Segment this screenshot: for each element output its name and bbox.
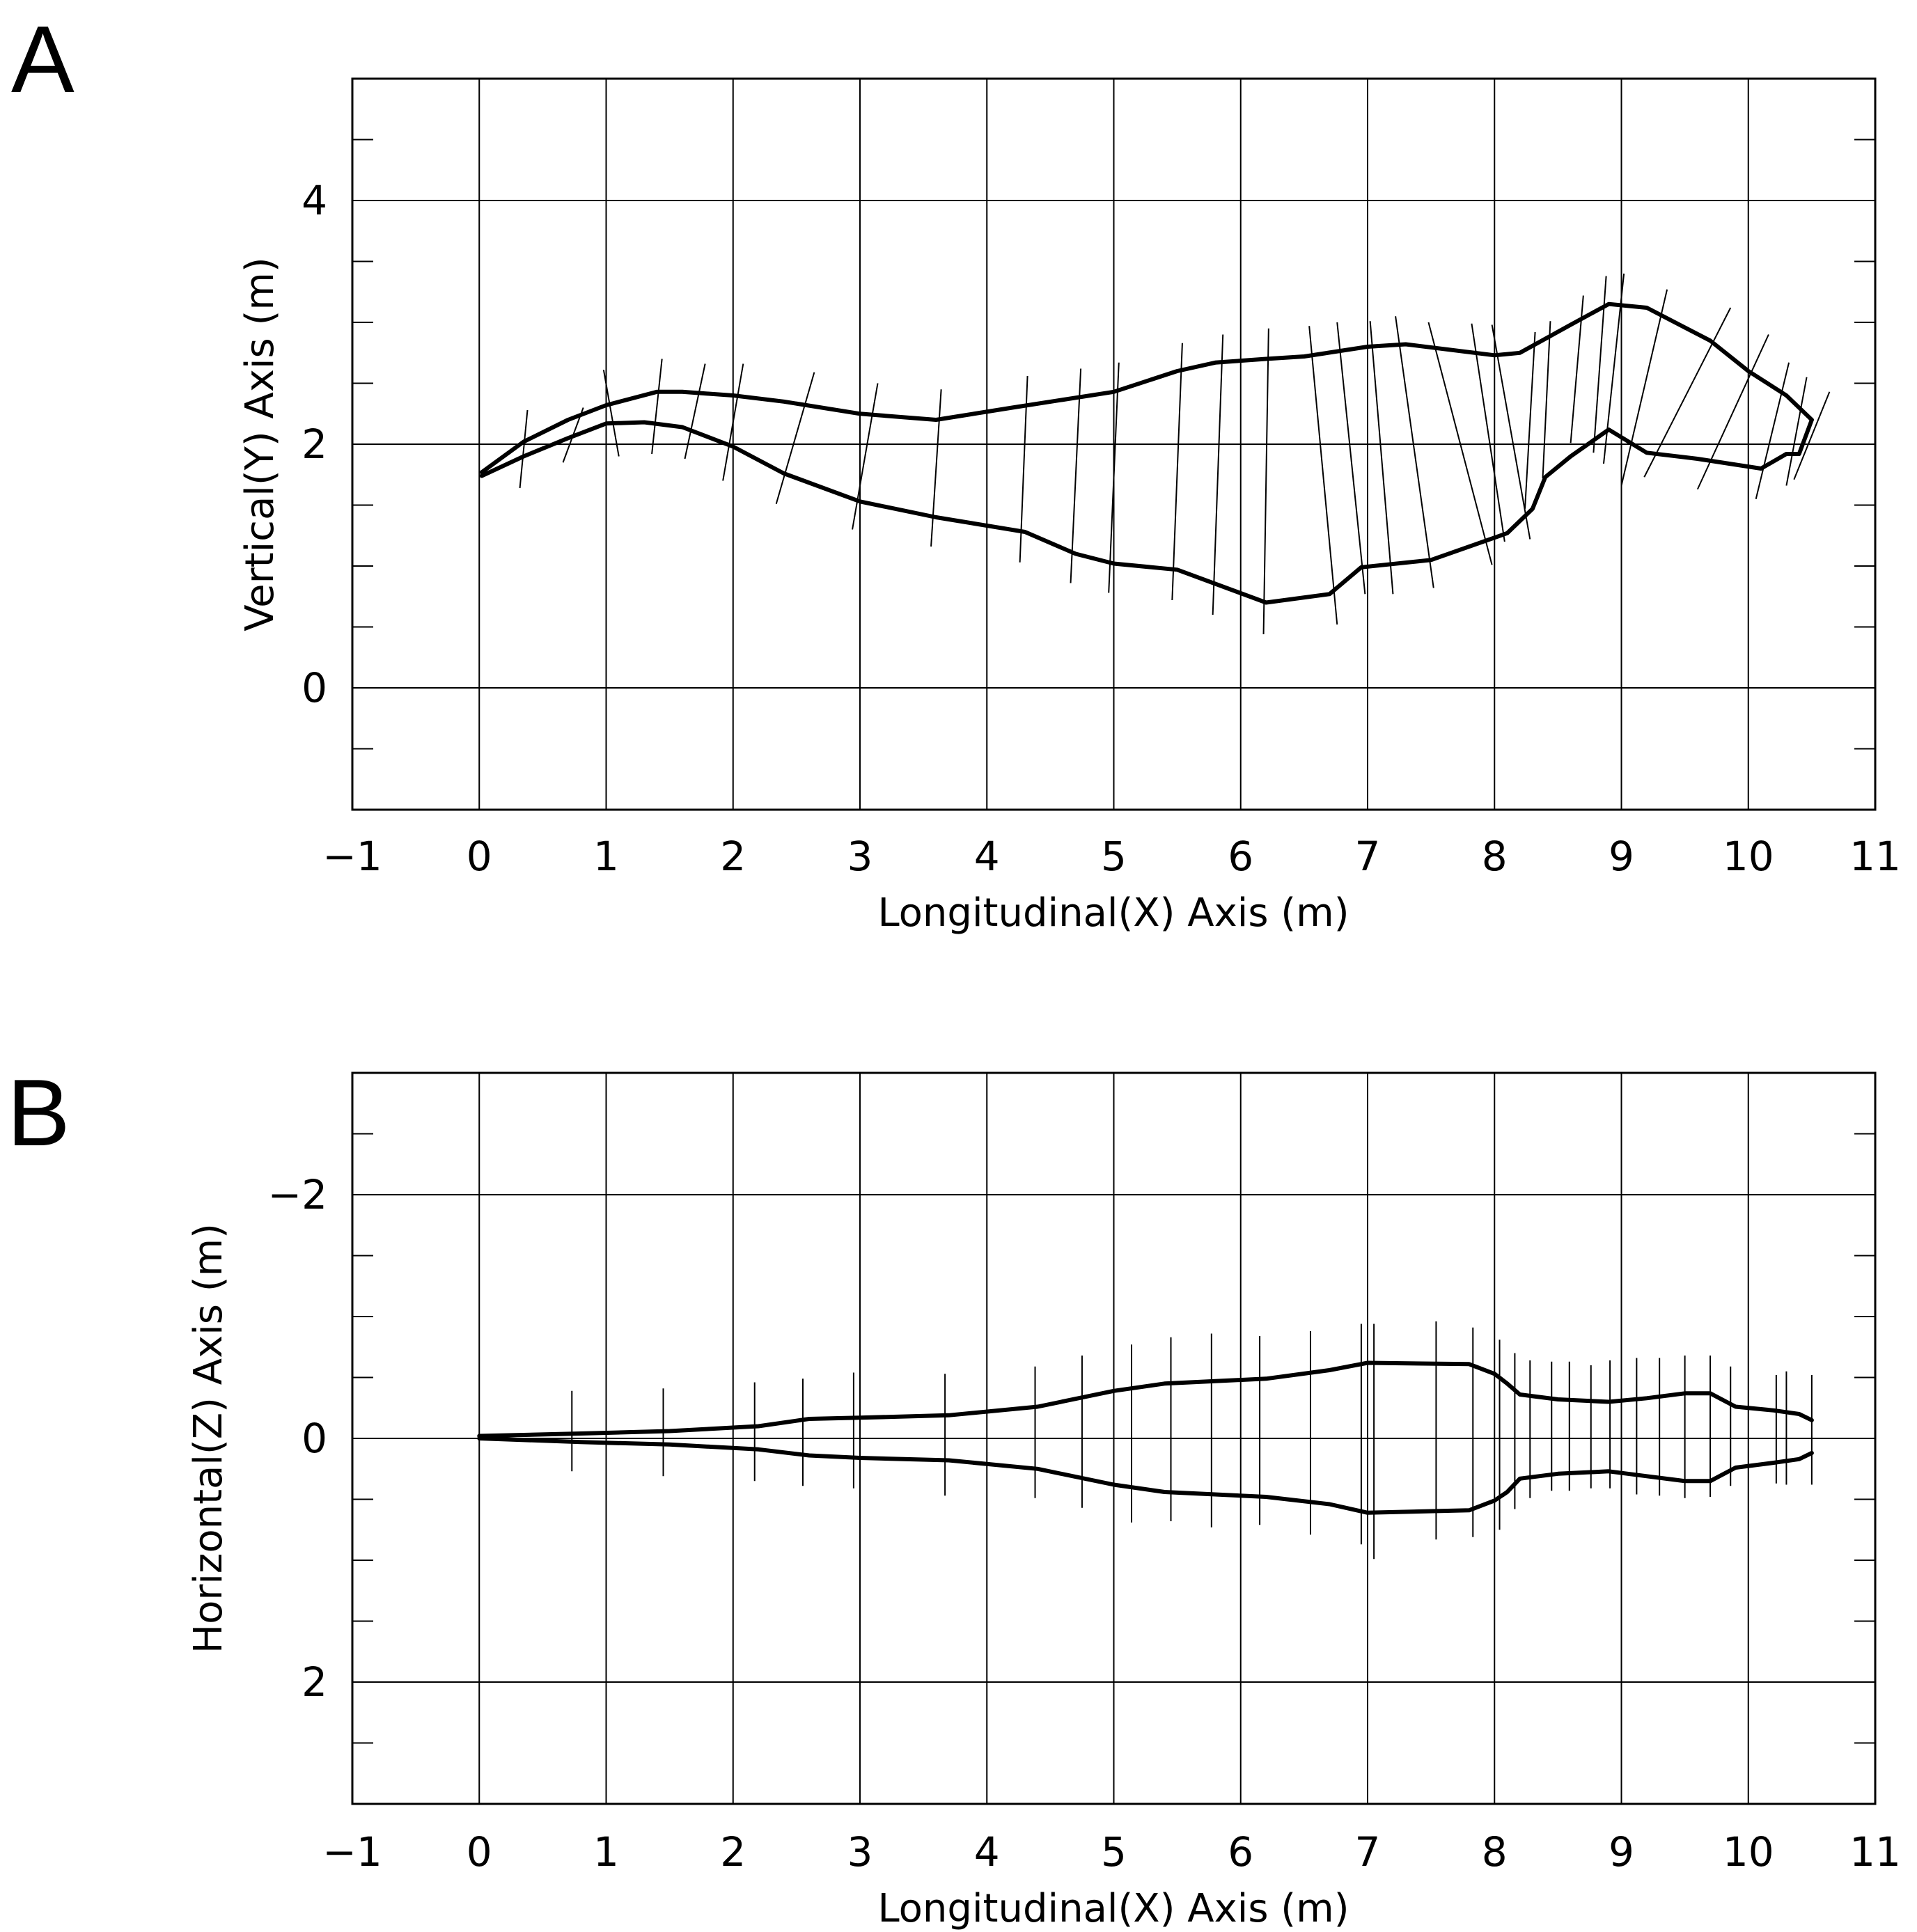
- panel-a: A −1 0 1 2 3 4 5 6 7 8 9 10 11 0 2 4 Longitudinal(X) A…: [11, 6, 1901, 936]
- panel-a-series-lower: [479, 418, 1814, 605]
- panel-b-series: [477, 1360, 1814, 1515]
- panel-b-x-tick-label: 7: [1355, 1828, 1381, 1876]
- panel-a-cross-line: [1427, 322, 1493, 565]
- panel-a-x-tick-label: 8: [1482, 833, 1508, 880]
- panel-a-cross-line: [1793, 391, 1831, 480]
- panel-a-cross-line: [519, 409, 529, 489]
- panel-a-x-tick-label: 11: [1849, 833, 1901, 880]
- panel-a-x-tick-label: −1: [322, 833, 382, 880]
- panel-a-y-tick-labels: 0 2 4: [302, 177, 327, 712]
- panel-b-x-tick-label: −1: [322, 1828, 382, 1876]
- panel-a-cross-line: [775, 372, 815, 505]
- panel-b-x-tick-label: 8: [1482, 1828, 1508, 1876]
- panel-a-x-tick-label: 5: [1101, 833, 1127, 880]
- panel-a-cross-line: [930, 389, 942, 547]
- panel-a-cross-line: [1212, 334, 1224, 615]
- panel-a-cross-line: [684, 363, 706, 460]
- panel-a-x-tick-label: 2: [720, 833, 746, 880]
- panel-a-series-upper: [479, 301, 1814, 475]
- panel-a-x-tick-label: 7: [1355, 833, 1381, 880]
- panel-a-cross-line: [1696, 334, 1769, 490]
- panel-a-x-tick-labels: −1 0 1 2 3 4 5 6 7 8 9 10 11: [322, 833, 1901, 880]
- panel-a-cross-line: [1643, 307, 1732, 478]
- panel-a-x-tick-label: 3: [847, 833, 873, 880]
- panel-a-cross-line: [1755, 362, 1790, 499]
- panel-a-letter: A: [11, 6, 75, 112]
- panel-a-cross-lines: [519, 273, 1831, 635]
- panel-b-y-axis-label: Horizontal(Z) Axis (m): [186, 1223, 231, 1654]
- panel-b-x-tick-label: 4: [974, 1828, 1000, 1876]
- panel-a-cross-line: [1620, 289, 1668, 486]
- panel-b-x-tick-label: 0: [467, 1828, 492, 1876]
- panel-a-cross-line: [651, 359, 663, 455]
- panel-b-x-tick-label: 5: [1101, 1828, 1127, 1876]
- panel-b-y-tick-label: −2: [268, 1171, 328, 1218]
- panel-a-x-tick-label: 10: [1723, 833, 1774, 880]
- panel-a-cross-line: [1471, 323, 1505, 542]
- panel-b-x-axis-label: Longitudinal(X) Axis (m): [877, 1886, 1349, 1931]
- panel-a-x-axis-label: Longitudinal(X) Axis (m): [877, 890, 1349, 936]
- panel-b-x-tick-label: 1: [593, 1828, 619, 1876]
- panel-a-frame: [351, 77, 1877, 811]
- panel-a-y-axis-label: Vertical(Y) Axis (m): [237, 257, 283, 631]
- panel-b-x-tick-labels: −1 0 1 2 3 4 5 6 7 8 9 10 11: [322, 1828, 1901, 1876]
- panel-b-y-tick-labels: −2 0 2: [268, 1171, 328, 1706]
- panel-a-cross-line: [1171, 343, 1183, 601]
- panel-b-x-tick-label: 9: [1609, 1828, 1634, 1876]
- panel-a-grid: [352, 79, 1875, 810]
- panel-b-x-tick-label: 3: [847, 1828, 873, 1876]
- panel-a-x-tick-label: 4: [974, 833, 1000, 880]
- panel-b-x-tick-label: 11: [1849, 1828, 1901, 1876]
- panel-a-cross-line: [1262, 328, 1269, 635]
- panel-b-cross-lines: [571, 1321, 1813, 1560]
- panel-a-y-tick-label: 2: [302, 421, 327, 468]
- panel-a-cross-line: [1369, 321, 1394, 595]
- panel-b: B −1 0 1 2 3 4 5 6 7 8 9 10 11 −2 0 2 Longitudinal(X) …: [7, 1060, 1901, 1931]
- panel-a-x-tick-label: 1: [593, 833, 619, 880]
- panel-a-cross-line: [1308, 326, 1338, 625]
- panel-a-cross-line: [722, 363, 744, 481]
- panel-b-letter: B: [7, 1060, 70, 1165]
- panel-a-cross-line: [852, 383, 879, 530]
- panel-a-series: [479, 301, 1814, 605]
- panel-b-series-upper: [477, 1360, 1814, 1438]
- panel-a-cross-line: [1785, 377, 1808, 486]
- panel-b-frame: [351, 1071, 1877, 1805]
- panel-a-y-tick-label: 4: [302, 177, 327, 224]
- panel-a-x-tick-label: 0: [467, 833, 492, 880]
- panel-a-cross-line: [1395, 316, 1434, 588]
- panel-a-cross-line: [1108, 362, 1120, 593]
- panel-a-cross-line: [1336, 322, 1366, 595]
- panel-b-series-lower: [477, 1436, 1814, 1515]
- panel-b-y-tick-label: 0: [302, 1415, 327, 1462]
- panel-b-x-tick-label: 6: [1228, 1828, 1253, 1876]
- panel-a-x-tick-label: 9: [1609, 833, 1634, 880]
- panel-a-cross-line: [1524, 331, 1536, 509]
- panel-a-cross-line: [602, 370, 620, 457]
- panel-a-cross-line: [1070, 368, 1082, 583]
- panel-b-x-tick-label: 10: [1723, 1828, 1774, 1876]
- panel-a-cross-line: [1491, 324, 1531, 540]
- panel-a-cross-line: [1542, 321, 1551, 479]
- panel-b-y-tick-label: 2: [302, 1658, 327, 1706]
- panel-b-x-tick-label: 2: [720, 1828, 746, 1876]
- panel-a-y-tick-label: 0: [302, 664, 327, 712]
- panel-a-x-tick-label: 6: [1228, 833, 1253, 880]
